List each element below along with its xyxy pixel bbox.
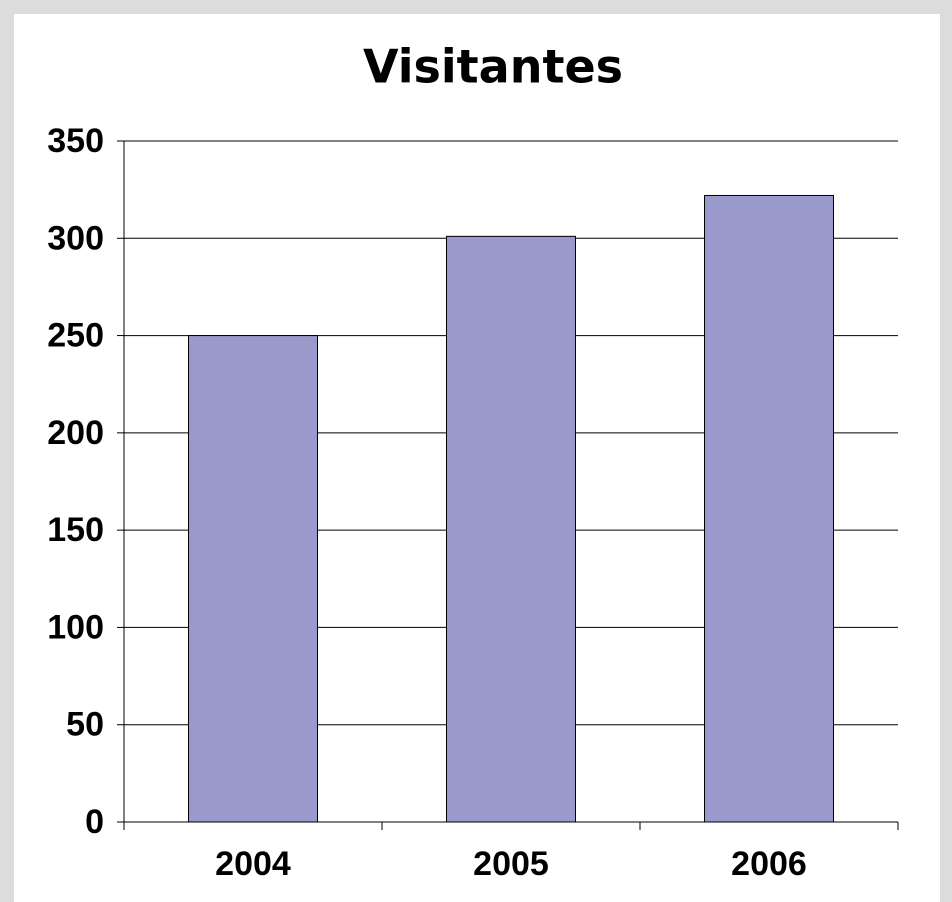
bar: [188, 335, 318, 823]
chart-title: Visitantes: [363, 40, 623, 94]
y-tick-label: 250: [47, 317, 104, 355]
x-tick-label: 2005: [473, 845, 549, 883]
y-tick-label: 350: [47, 122, 104, 160]
y-tick-label: 150: [47, 511, 104, 549]
y-tick-label: 50: [66, 706, 104, 744]
bar: [446, 235, 576, 823]
y-tick-label: 0: [85, 803, 104, 841]
y-tick-label: 100: [47, 608, 104, 646]
x-tick-label: 2004: [215, 845, 291, 883]
y-tick-label: 300: [47, 219, 104, 257]
bar: [704, 194, 834, 823]
x-tick-label: 2006: [731, 845, 807, 883]
y-tick-label: 200: [47, 414, 104, 452]
